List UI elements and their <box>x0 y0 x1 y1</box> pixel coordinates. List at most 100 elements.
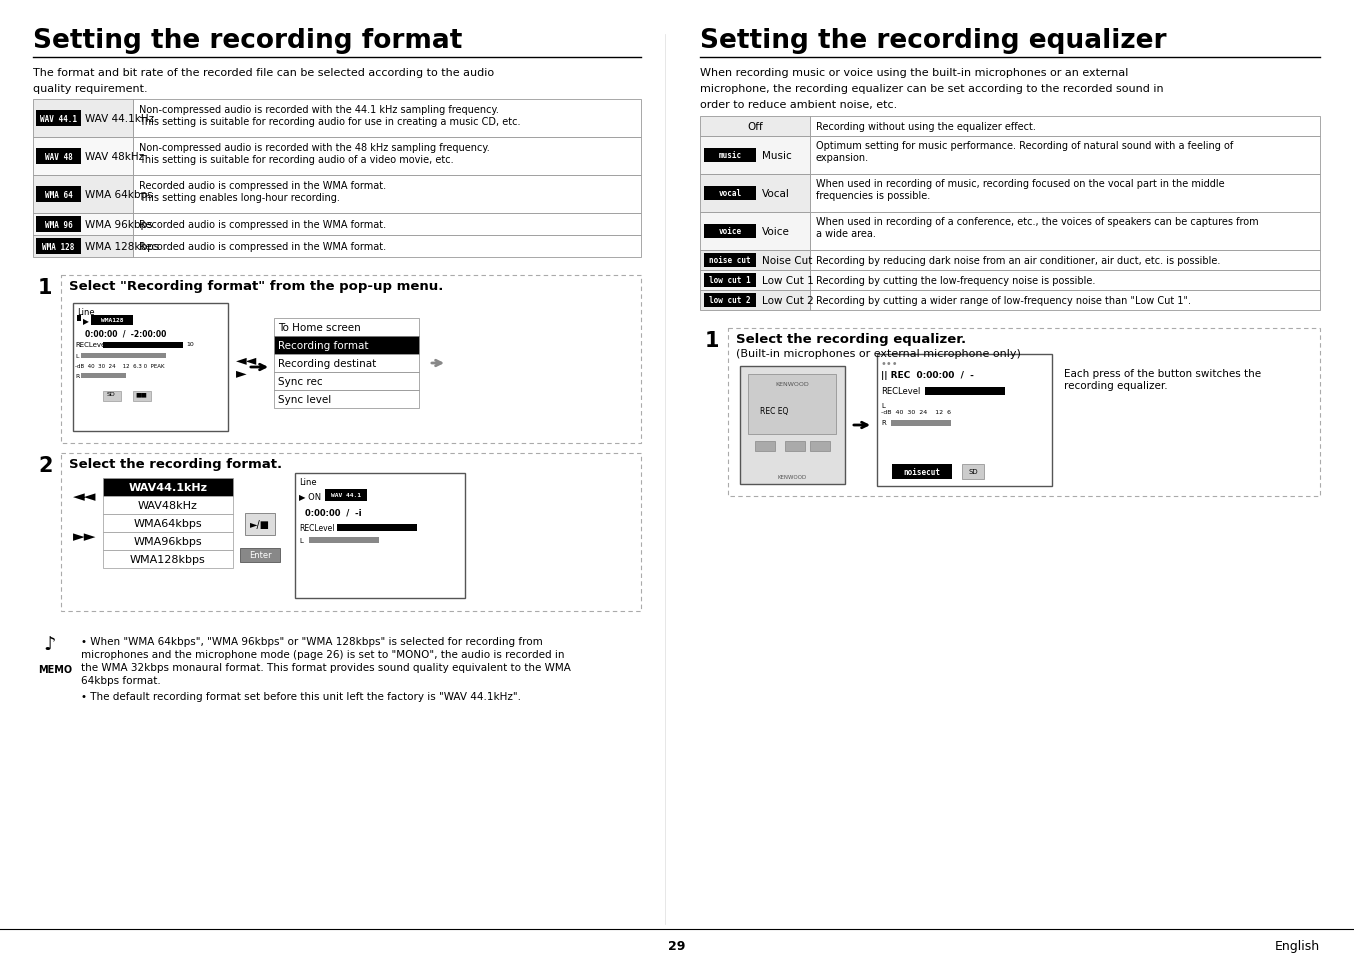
Text: microphones and the microphone mode (page 26) is set to "MONO", the audio is rec: microphones and the microphone mode (pag… <box>81 649 565 659</box>
Text: Recorded audio is compressed in the WMA format.: Recorded audio is compressed in the WMA … <box>139 220 386 230</box>
Text: Recording format: Recording format <box>278 340 368 351</box>
Text: expansion.: expansion. <box>816 152 869 163</box>
Text: (Built-in microphones or external microphone only): (Built-in microphones or external microp… <box>737 349 1021 358</box>
Text: This setting is suitable for recording audio of a video movie, etc.: This setting is suitable for recording a… <box>139 154 454 165</box>
Text: Setting the recording equalizer: Setting the recording equalizer <box>700 28 1167 54</box>
Bar <box>274 373 418 391</box>
Text: WMA 64: WMA 64 <box>45 191 72 199</box>
Bar <box>728 329 1320 497</box>
Bar <box>810 213 1320 251</box>
Text: This setting is suitable for recording audio for use in creating a music CD, etc: This setting is suitable for recording a… <box>139 117 520 127</box>
Bar <box>37 216 81 233</box>
Bar <box>704 187 756 201</box>
Text: Sync rec: Sync rec <box>278 376 322 387</box>
Text: || REC  0:00:00  /  -: || REC 0:00:00 / - <box>881 371 974 379</box>
Text: To Home screen: To Home screen <box>278 323 360 333</box>
Bar <box>32 138 133 175</box>
Text: 10: 10 <box>185 341 194 347</box>
Text: vocal: vocal <box>719 190 742 198</box>
Text: Select the recording format.: Select the recording format. <box>69 457 282 471</box>
Bar <box>700 291 810 311</box>
Text: When used in recording of a conference, etc., the voices of speakers can be capt: When used in recording of a conference, … <box>816 216 1259 227</box>
Bar <box>810 251 1320 271</box>
Text: ◄◄: ◄◄ <box>236 353 257 367</box>
Text: When used in recording of music, recording focused on the vocal part in the midd: When used in recording of music, recordi… <box>816 179 1224 189</box>
Text: Recording by cutting a wider range of low-frequency noise than "Low Cut 1".: Recording by cutting a wider range of lo… <box>816 295 1192 306</box>
Bar <box>704 294 756 308</box>
Bar <box>891 420 951 427</box>
Text: -dB  40  30  24    12  6.3 0  PEAK: -dB 40 30 24 12 6.3 0 PEAK <box>74 364 164 369</box>
Bar <box>274 318 418 336</box>
Text: 1: 1 <box>38 277 53 297</box>
Text: WAV 48kHz: WAV 48kHz <box>85 152 144 162</box>
Text: The format and bit rate of the recorded file can be selected according to the au: The format and bit rate of the recorded … <box>32 68 494 78</box>
Text: Sync level: Sync level <box>278 395 332 405</box>
Bar <box>37 239 81 254</box>
Text: WAV48kHz: WAV48kHz <box>138 500 198 511</box>
Text: KENWOOD: KENWOOD <box>774 382 808 387</box>
Text: a wide area.: a wide area. <box>816 229 876 239</box>
Text: ♪: ♪ <box>43 635 56 654</box>
Text: WAV44.1kHz: WAV44.1kHz <box>129 482 207 493</box>
Text: L: L <box>299 537 303 543</box>
Bar <box>133 392 152 401</box>
Bar <box>704 274 756 288</box>
Text: MEMO: MEMO <box>38 664 72 675</box>
Bar <box>240 548 280 562</box>
Bar <box>81 354 167 358</box>
Bar <box>103 533 233 551</box>
Bar <box>700 137 810 174</box>
Text: Enter: Enter <box>249 551 271 560</box>
Text: REC EQ: REC EQ <box>760 407 788 416</box>
Text: ◄◄: ◄◄ <box>73 489 96 503</box>
Text: the WMA 32kbps monaural format. This format provides sound quality equivalent to: the WMA 32kbps monaural format. This for… <box>81 662 571 672</box>
Text: WMA128: WMA128 <box>100 318 123 323</box>
Text: ■■: ■■ <box>135 392 146 396</box>
Text: Select "Recording format" from the pop-up menu.: Select "Recording format" from the pop-u… <box>69 280 443 293</box>
Text: ►: ► <box>236 366 246 379</box>
Bar <box>925 388 1005 395</box>
Bar <box>37 187 81 203</box>
Bar <box>61 275 640 443</box>
Text: Low Cut 1: Low Cut 1 <box>762 275 814 286</box>
Bar <box>32 175 133 213</box>
Bar <box>103 515 233 533</box>
Text: WMA128kbps: WMA128kbps <box>130 555 206 564</box>
Text: Music: Music <box>762 151 792 161</box>
Text: Non-compressed audio is recorded with the 48 kHz sampling frequency.: Non-compressed audio is recorded with th… <box>139 143 490 152</box>
Bar <box>700 271 810 291</box>
Text: Noise Cut: Noise Cut <box>762 255 812 266</box>
Text: Recording without using the equalizer effect.: Recording without using the equalizer ef… <box>816 122 1036 132</box>
Bar <box>133 138 640 175</box>
Bar <box>32 637 70 686</box>
Bar <box>274 336 418 355</box>
Text: order to reduce ambient noise, etc.: order to reduce ambient noise, etc. <box>700 100 898 110</box>
Bar <box>810 441 830 452</box>
Text: Setting the recording format: Setting the recording format <box>32 28 462 54</box>
Text: WMA 96kbps: WMA 96kbps <box>85 220 153 230</box>
Text: ▶ WMA128: ▶ WMA128 <box>83 315 125 325</box>
Bar <box>892 464 952 479</box>
Bar <box>274 391 418 409</box>
Text: music: music <box>719 152 742 160</box>
Bar <box>81 374 126 378</box>
Bar <box>37 149 81 165</box>
Text: Recording destinat: Recording destinat <box>278 358 376 369</box>
Bar <box>133 213 640 235</box>
Bar <box>704 149 756 163</box>
Text: When recording music or voice using the built-in microphones or an external: When recording music or voice using the … <box>700 68 1128 78</box>
Text: ►►: ►► <box>73 529 96 543</box>
Bar <box>810 117 1320 137</box>
Bar <box>810 271 1320 291</box>
Text: Line: Line <box>299 477 317 486</box>
Text: WMA 96: WMA 96 <box>45 220 72 230</box>
Bar <box>73 304 227 432</box>
Bar <box>700 117 810 137</box>
Text: RECLevel: RECLevel <box>74 341 107 348</box>
Text: noise cut: noise cut <box>709 256 751 265</box>
Text: • When "WMA 64kbps", "WMA 96kbps" or "WMA 128kbps" is selected for recording fro: • When "WMA 64kbps", "WMA 96kbps" or "WM… <box>81 637 543 646</box>
Bar <box>103 392 121 401</box>
Bar <box>133 175 640 213</box>
Text: 2: 2 <box>38 456 53 476</box>
Bar <box>741 367 845 484</box>
